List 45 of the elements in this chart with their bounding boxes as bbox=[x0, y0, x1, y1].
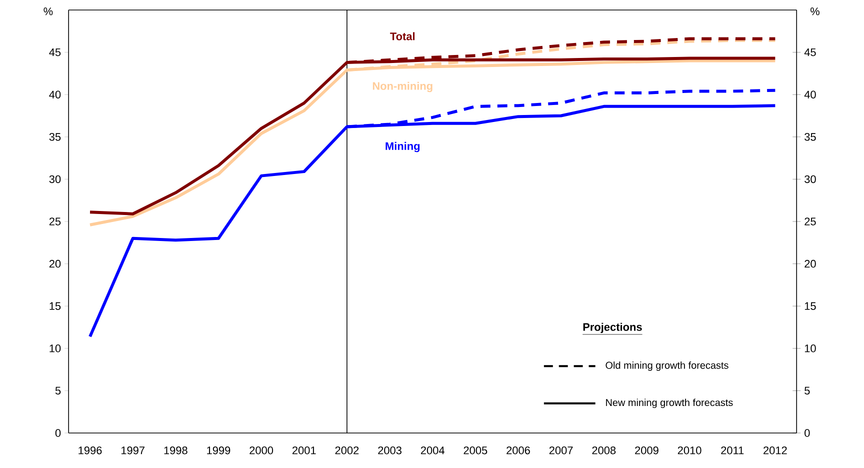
y2-tick-label: 45 bbox=[804, 48, 816, 56]
x-tick-label: 1999 bbox=[207, 446, 230, 454]
y-tick-label: 30 bbox=[49, 175, 61, 184]
y2-tick-label: 25 bbox=[804, 218, 816, 226]
x-tick-label: 2003 bbox=[378, 446, 402, 454]
x-tick-label: 2009 bbox=[635, 446, 658, 454]
x-tick-label: 2000 bbox=[250, 446, 274, 454]
y-tick-label: 20 bbox=[49, 260, 61, 268]
y-tick-label: 5 bbox=[55, 386, 61, 395]
y2-tick-label: 0 bbox=[804, 429, 810, 437]
x-tick-label: 1998 bbox=[164, 446, 188, 454]
x-tick-label: 2011 bbox=[721, 446, 744, 454]
y-axis-title: % bbox=[44, 8, 53, 16]
y-tick-label: 0 bbox=[55, 429, 61, 437]
x-tick-label: 2001 bbox=[292, 446, 316, 454]
y2-tick-label: 15 bbox=[804, 302, 816, 310]
y-tick-label: 10 bbox=[50, 344, 61, 352]
annotation: Old mining growth forecasts bbox=[606, 362, 728, 371]
x-tick-label: 2008 bbox=[592, 446, 616, 454]
y-tick-label: 35 bbox=[49, 133, 61, 141]
x-tick-label: 1996 bbox=[78, 446, 102, 454]
x-tick-label: 1997 bbox=[121, 446, 144, 454]
x-tick-label: 2002 bbox=[335, 446, 359, 454]
series-label: Non-mining bbox=[372, 82, 432, 92]
y-tick-label: 15 bbox=[50, 302, 61, 310]
y2-tick-label: 35 bbox=[804, 133, 816, 141]
x-tick-label: 2006 bbox=[506, 446, 530, 454]
series-label: Mining bbox=[386, 142, 420, 152]
y2-tick-label: 40 bbox=[804, 90, 816, 98]
annotation: New mining growth forecasts bbox=[606, 398, 733, 408]
x-tick-label: 2004 bbox=[420, 446, 444, 454]
y2-tick-label: 30 bbox=[804, 175, 816, 184]
legend-title: Projections bbox=[583, 322, 642, 334]
y2-axis-title: % bbox=[810, 8, 820, 16]
y2-tick-label: 10 bbox=[804, 344, 816, 352]
y-tick-label: 40 bbox=[49, 90, 61, 98]
x-tick-label: 2007 bbox=[549, 446, 573, 454]
series-label: Total bbox=[390, 32, 415, 40]
y-tick-label: 25 bbox=[49, 218, 61, 226]
y2-tick-label: 20 bbox=[804, 260, 816, 268]
y2-tick-label: 5 bbox=[804, 386, 810, 395]
x-tick-label: 2010 bbox=[678, 446, 702, 454]
x-tick-label: 2005 bbox=[464, 446, 488, 454]
x-tick-label: 2012 bbox=[764, 446, 787, 454]
y-tick-label: 45 bbox=[49, 48, 61, 56]
